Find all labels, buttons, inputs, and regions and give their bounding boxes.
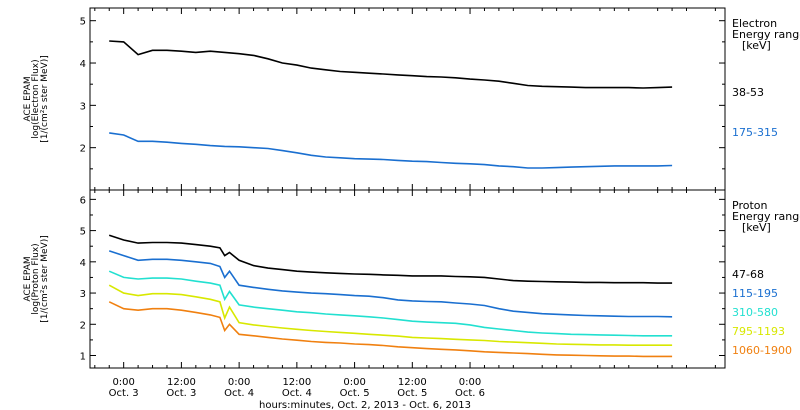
electron-legend-title-line: Energy range [732,28,800,41]
proton-ytick-label: 3 [80,289,86,300]
xtick-time-label: 12:00 [398,377,427,388]
proton-series-47-68-line [108,234,673,284]
proton-ytick-label: 6 [80,195,86,206]
proton-legend-entry: 115-195 [732,287,778,300]
xtick-time-label: 0:00 [459,377,481,388]
electron-ytick-label: 5 [80,17,86,28]
electron-series-38-53-line [109,40,673,89]
proton-legend-entry: 1060-1900 [732,344,792,357]
proton-ytick-label: 4 [80,258,86,269]
xtick-date-label: Oct. 6 [455,388,485,399]
electron-ytick-label: 3 [80,101,86,112]
xtick-time-label: 0:00 [112,377,134,388]
proton-ytick-label: 5 [80,227,86,238]
xtick-time-label: 12:00 [167,377,196,388]
proton-legend-title-line: Energy range [732,210,800,223]
proton-ylabel-line: [1/(cm²s ster MeV)] [40,235,50,322]
electron-ylabel-line: ACE EPAM [23,76,33,121]
electron-legend-entry: 175-315 [732,126,778,139]
electron-ytick-label: 4 [80,59,86,70]
xtick-time-label: 12:00 [282,377,311,388]
proton-plot-frame [89,189,726,369]
electron-ylabel-line: log(Electron Flux) [31,59,41,138]
xtick-date-label: Oct. 3 [166,388,196,399]
proton-series-115-195-line [108,250,673,318]
proton-series-1060-1900-line [108,301,673,358]
xtick-date-label: Oct. 4 [224,388,254,399]
proton-legend-entry: 310-580 [732,306,778,319]
xtick-time-label: 0:00 [228,377,250,388]
electron-ylabel-line: [1/(cm²s ster MeV)] [40,55,50,142]
proton-legend-title-line: [keV] [742,221,771,234]
x-axis-label: hours:minutes, Oct. 2, 2013 - Oct. 6, 20… [259,400,471,410]
electron-legend-entry: 38-53 [732,86,764,99]
proton-ylabel-line: log(Proton Flux) [31,243,41,314]
xtick-date-label: Oct. 4 [282,388,312,399]
proton-series-795-1193-line [108,284,673,346]
electron-plot-frame [89,7,726,191]
electron-legend-title-line: [keV] [742,39,771,52]
proton-legend-entry: 47-68 [732,268,764,281]
proton-ylabel-line: ACE EPAM [23,256,33,301]
xtick-date-label: Oct. 3 [109,388,139,399]
electron-legend-title-line: Electron [732,17,777,30]
xtick-date-label: Oct. 5 [397,388,427,399]
proton-legend-title-line: Proton [732,199,767,212]
xtick-time-label: 0:00 [343,377,365,388]
proton-legend-entry: 795-1193 [732,325,785,338]
electron-ytick-label: 2 [80,144,86,155]
electron-series-175-315-line [109,132,673,169]
proton-ytick-label: 2 [80,320,86,331]
xtick-date-label: Oct. 5 [340,388,370,399]
proton-series-310-580-line [108,270,673,337]
proton-ytick-label: 1 [80,352,86,363]
